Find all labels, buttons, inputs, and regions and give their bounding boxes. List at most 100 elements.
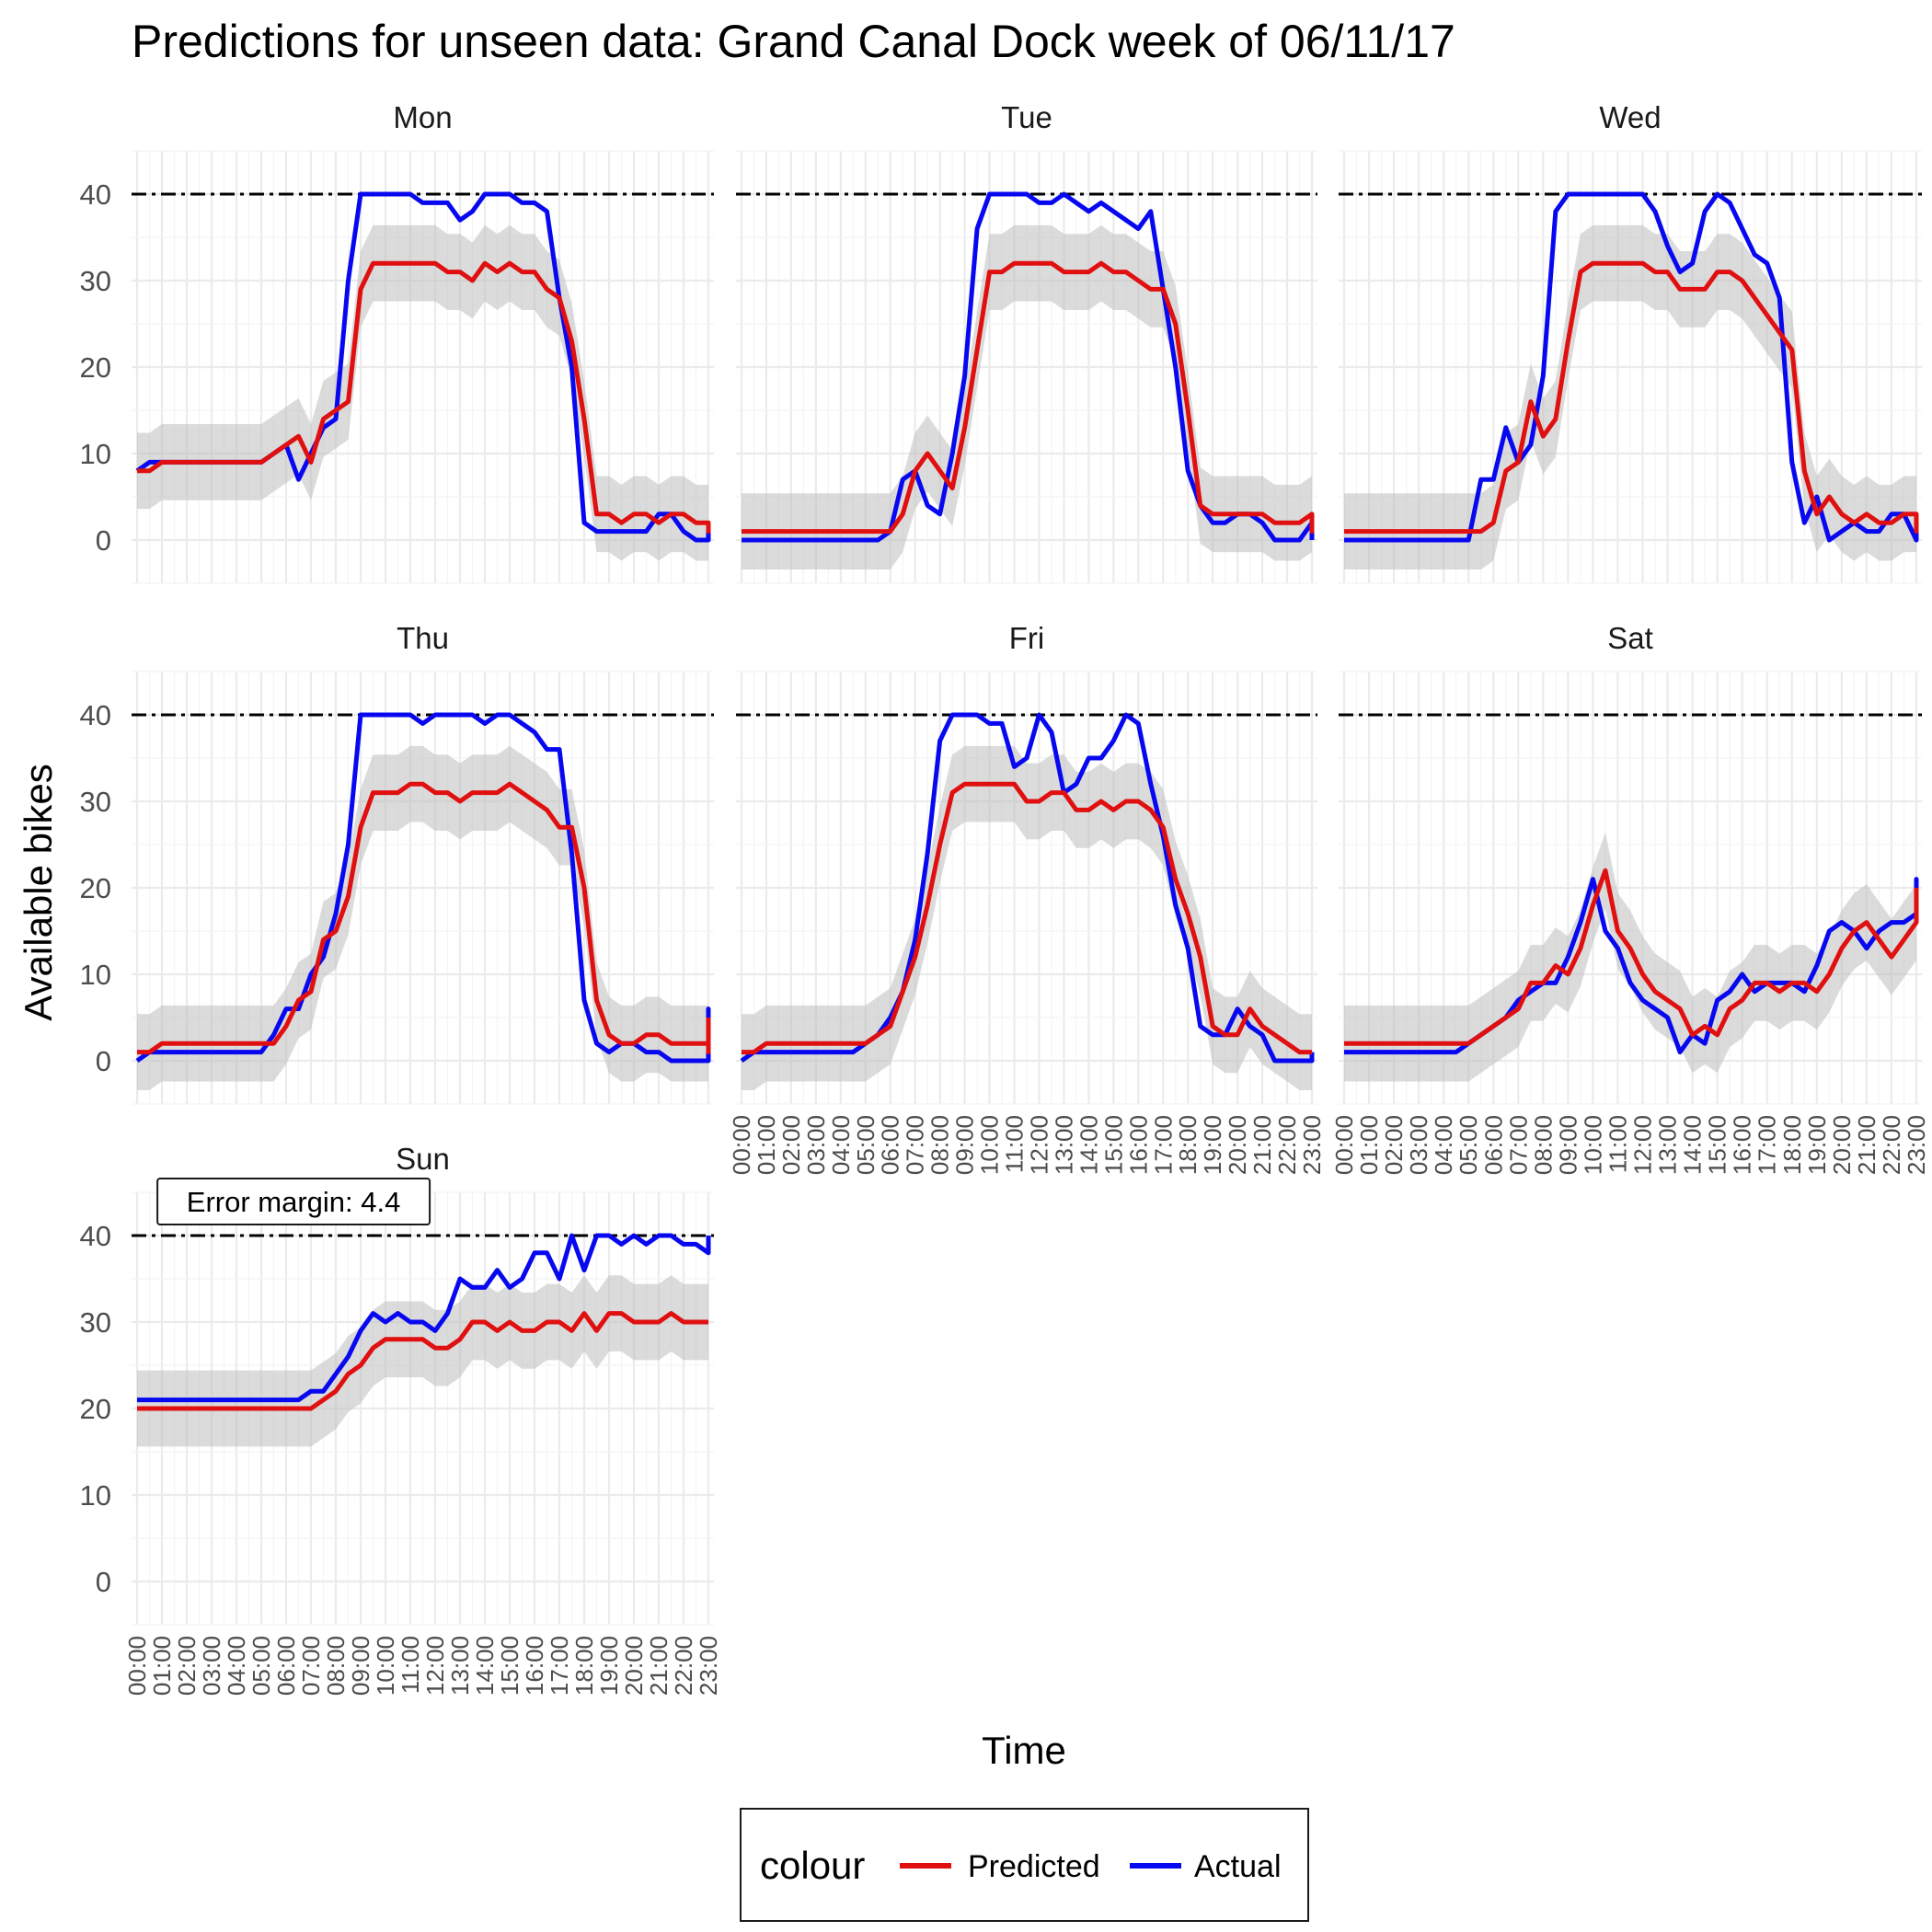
y-tick-label: 0 <box>96 1045 111 1077</box>
x-tick-label: 16:00 <box>1124 1115 1152 1175</box>
x-tick-label: 00:00 <box>123 1636 151 1696</box>
x-tick-label: 20:00 <box>620 1636 648 1696</box>
x-tick-label: 15:00 <box>1099 1115 1127 1175</box>
x-tick-label: 01:00 <box>753 1115 780 1175</box>
x-tick-label: 00:00 <box>1330 1115 1358 1175</box>
x-tick-label: 23:00 <box>695 1636 722 1696</box>
y-tick-label: 30 <box>80 786 111 818</box>
x-tick-label: 14:00 <box>1075 1115 1102 1175</box>
y-tick-label: 40 <box>80 1220 111 1252</box>
x-tick-label: 04:00 <box>1430 1115 1457 1175</box>
series-predicted-fri <box>742 781 1312 1055</box>
x-tick-label: 04:00 <box>223 1636 250 1696</box>
x-tick-label: 19:00 <box>1199 1115 1226 1175</box>
x-tick-label: 16:00 <box>521 1636 548 1696</box>
x-tick-label: 05:00 <box>247 1636 275 1696</box>
x-tick-label: 23:00 <box>1298 1115 1326 1175</box>
x-tick-label: 15:00 <box>1704 1115 1731 1175</box>
error-band-sun <box>137 1275 708 1447</box>
series-predicted-wed <box>1344 260 1919 535</box>
x-tick-label: 01:00 <box>1355 1115 1383 1175</box>
x-tick-label: 07:00 <box>1504 1115 1532 1175</box>
x-tick-label: 09:00 <box>347 1636 374 1696</box>
panel-wed: Wed <box>1339 100 1922 584</box>
y-tick-label: 30 <box>80 265 111 297</box>
x-tick-label: 01:00 <box>148 1636 176 1696</box>
x-tick-label: 19:00 <box>1803 1115 1831 1175</box>
panel-fri: Fri 00:0001:0002:0003:0004:0005:0006:0007… <box>728 621 1326 1175</box>
series-predicted-mon <box>137 260 711 535</box>
x-tick-label: 10:00 <box>372 1636 399 1696</box>
series-actual-sun <box>137 1233 711 1403</box>
y-tick-label: 30 <box>80 1306 111 1339</box>
x-tick-label: 08:00 <box>1529 1115 1557 1175</box>
panel-label-sat: Sat <box>1607 621 1653 655</box>
x-tick-label: 07:00 <box>297 1636 325 1696</box>
x-tick-label: 22:00 <box>1273 1115 1301 1175</box>
x-tick-label: 02:00 <box>173 1636 201 1696</box>
x-tick-label: 12:00 <box>1025 1115 1052 1175</box>
error-margin-label-box <box>156 1178 431 1225</box>
x-tick-label: 03:00 <box>802 1115 830 1175</box>
x-tick-label: 20:00 <box>1224 1115 1251 1175</box>
panel-sun: Sun 0 10 20 30 40 00:0001:0002:0003:0004:0005:… <box>80 1142 722 1696</box>
panel-label-wed: Wed <box>1599 100 1661 134</box>
chart-title: Predictions for unseen data: Grand Canal… <box>132 16 1455 67</box>
x-tick-label: 11:00 <box>397 1636 424 1694</box>
y-tick-label: 20 <box>80 1393 111 1425</box>
error-band-sat <box>1344 832 1916 1082</box>
x-tick-label: 10:00 <box>1579 1115 1606 1175</box>
x-tick-label: 05:00 <box>852 1115 880 1175</box>
legend-label-predicted: Predicted <box>968 1849 1100 1884</box>
panel-label-sun: Sun <box>396 1142 450 1176</box>
x-tick-label: 06:00 <box>877 1115 904 1175</box>
panel-label-mon: Mon <box>393 100 452 134</box>
x-tick-label: 13:00 <box>446 1636 474 1696</box>
panel-tue: Tue <box>736 100 1317 584</box>
panel-label-tue: Tue <box>1001 100 1052 134</box>
x-tick-label: 17:00 <box>1149 1115 1177 1175</box>
x-tick-label: 20:00 <box>1828 1115 1856 1175</box>
series-actual-fri <box>740 712 1315 1064</box>
error-band-fri <box>742 745 1312 1090</box>
y-axis-title: Available bikes <box>17 764 60 1020</box>
series-actual-wed <box>1344 191 1919 543</box>
x-tick-label: 08:00 <box>322 1636 350 1696</box>
y-tick-label: 10 <box>80 1479 111 1512</box>
y-tick-label: 0 <box>96 1566 111 1598</box>
legend: colour Predicted Actual <box>740 1808 1309 1922</box>
x-tick-label: 14:00 <box>1679 1115 1707 1175</box>
x-tick-label: 02:00 <box>777 1115 805 1175</box>
x-tick-label: 06:00 <box>272 1636 300 1696</box>
x-tick-label: 17:00 <box>1754 1115 1781 1175</box>
x-tick-label: 10:00 <box>976 1115 1004 1175</box>
x-tick-label: 22:00 <box>1878 1115 1905 1175</box>
x-tick-label: 22:00 <box>670 1636 697 1696</box>
panel-thu: Thu 0 10 20 30 40 <box>80 621 714 1105</box>
x-tick-label: 13:00 <box>1050 1115 1077 1175</box>
x-tick-label: 18:00 <box>1174 1115 1202 1175</box>
x-tick-label: 12:00 <box>421 1636 449 1696</box>
x-tick-label: 03:00 <box>198 1636 225 1696</box>
x-tick-label: 18:00 <box>570 1636 598 1696</box>
panel-mon: Mon 0 10 20 30 40 <box>80 100 714 584</box>
x-tick-label: 11:00 <box>1001 1115 1029 1173</box>
series-predicted-tue <box>742 260 1315 535</box>
error-band-wed <box>1344 224 1916 569</box>
x-tick-label: 00:00 <box>728 1115 755 1175</box>
y-tick-label: 40 <box>80 699 111 731</box>
series-predicted-sun <box>137 1311 708 1411</box>
x-tick-label: 11:00 <box>1604 1115 1631 1173</box>
error-margin-label: Error margin: 4.4 <box>187 1186 401 1218</box>
x-tick-label: 16:00 <box>1729 1115 1756 1175</box>
x-axis-title: Time <box>982 1729 1066 1772</box>
x-tick-label: 08:00 <box>926 1115 954 1175</box>
series-predicted-thu <box>137 781 711 1055</box>
x-tick-label: 23:00 <box>1903 1115 1930 1175</box>
x-tick-label: 21:00 <box>1248 1115 1276 1175</box>
y-tick-label: 20 <box>80 872 111 904</box>
x-tick-label: 12:00 <box>1629 1115 1657 1175</box>
x-tick-label: 15:00 <box>496 1636 523 1696</box>
